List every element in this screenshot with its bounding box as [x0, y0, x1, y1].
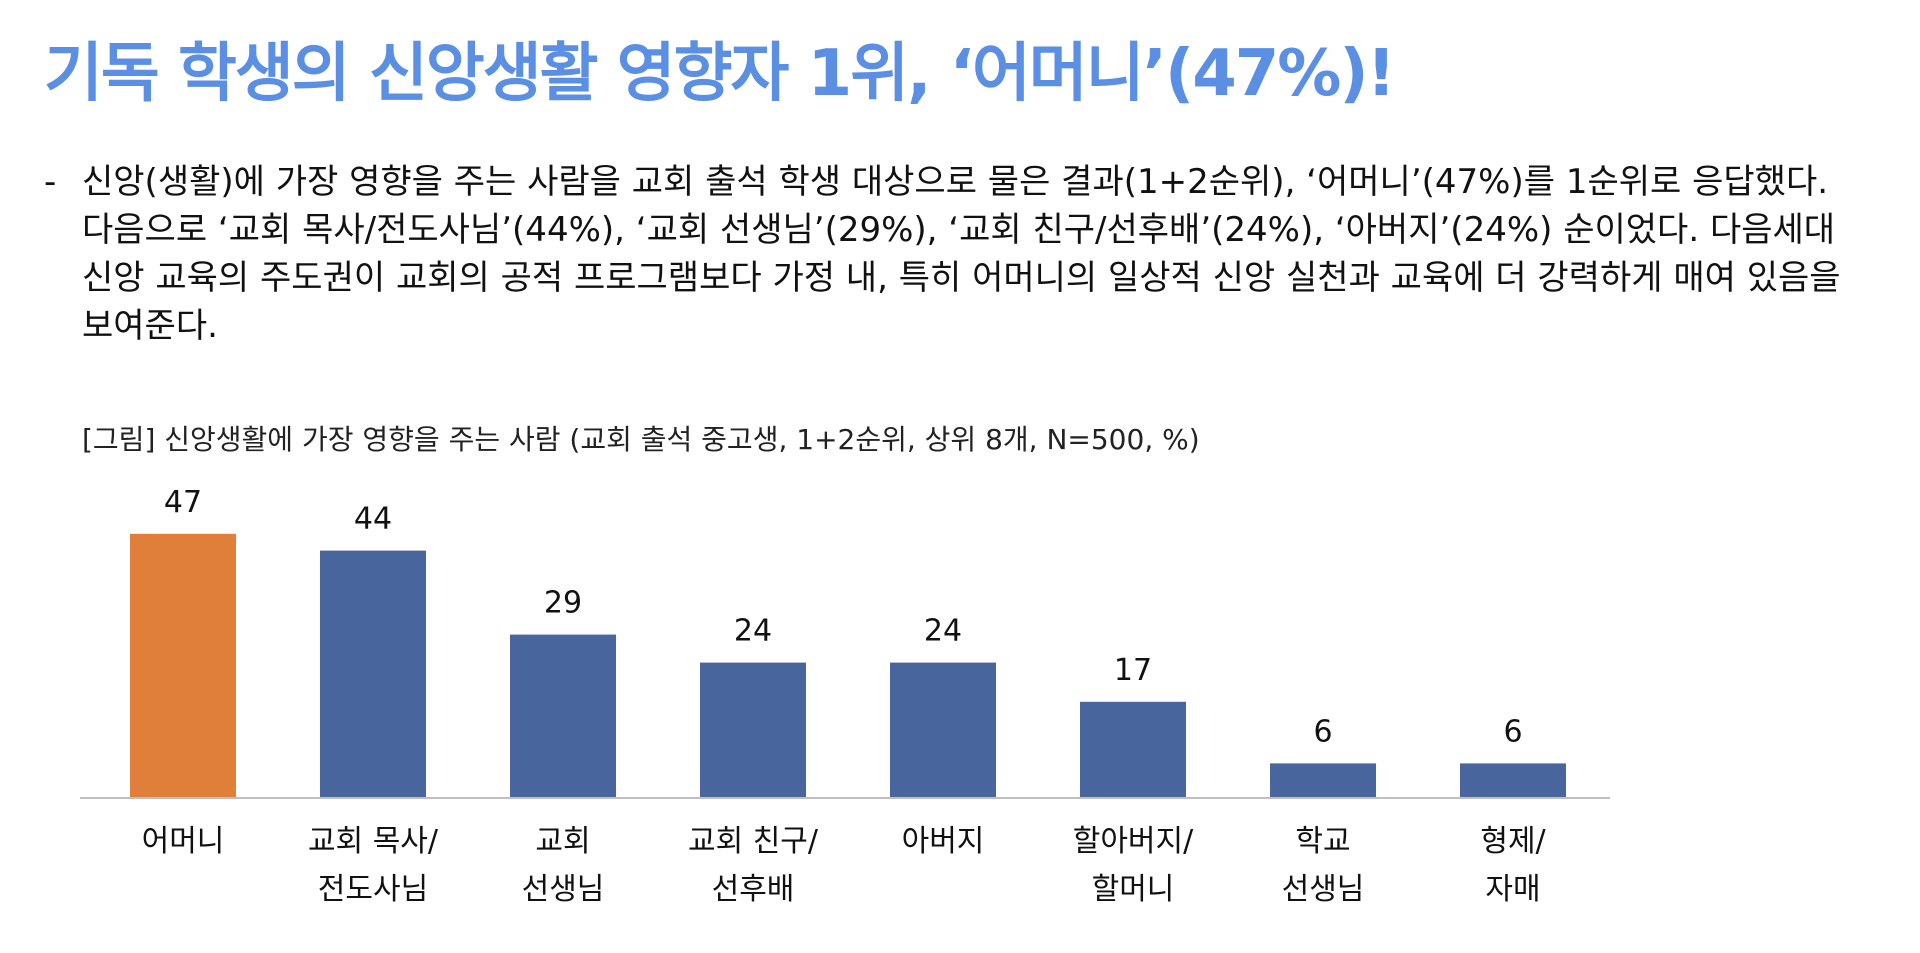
bar-4: [700, 662, 806, 797]
value-label-7: 6: [1313, 714, 1332, 749]
bar-1: [130, 533, 236, 797]
category-label-5: 아버지: [902, 824, 985, 859]
bullet-dash: -: [44, 162, 57, 202]
category-label-6-line-2: 할머니: [1092, 872, 1175, 907]
value-label-1: 47: [164, 485, 202, 520]
category-label-3-line-1: 교회: [535, 824, 590, 859]
value-label-8: 6: [1503, 714, 1522, 749]
figure-caption: [그림] 신앙생활에 가장 영향을 주는 사람 (교회 출석 중고생, 1+2순…: [82, 423, 1200, 456]
category-label-2-line-1: 교회 목사/: [308, 824, 439, 859]
category-label-3-line-2: 선생님: [522, 872, 605, 907]
value-label-5: 24: [924, 614, 962, 649]
bar-8: [1460, 763, 1566, 797]
category-label-8-line-1: 형제/: [1480, 824, 1546, 859]
category-label-6-line-1: 할아버지/: [1073, 824, 1194, 859]
bar-5: [890, 662, 996, 797]
category-label-1: 어머니: [142, 824, 225, 859]
bar-7: [1270, 763, 1376, 797]
bar-3: [510, 634, 616, 797]
category-label-4-line-2: 선후배: [712, 872, 795, 907]
category-label-7-line-2: 선생님: [1282, 872, 1365, 907]
category-label-2-line-2: 전도사님: [318, 872, 428, 907]
page-title: 기독 학생의 신앙생활 영향자 1위, ‘어머니’(47%)!: [44, 37, 1396, 111]
bar-2: [320, 550, 426, 797]
value-label-6: 17: [1114, 653, 1152, 688]
value-labels-layer: 47 44 29 24 24 17 6 6: [164, 485, 1523, 750]
bars-layer: [130, 533, 1566, 797]
category-label-7-line-1: 학교: [1295, 824, 1350, 859]
value-label-3: 29: [544, 586, 582, 621]
value-label-4: 24: [734, 614, 772, 649]
summary-paragraph: 신앙(생활)에 가장 영향을 주는 사람을 교회 출석 학생 대상으로 물은 결…: [82, 162, 1841, 346]
category-label-8-line-2: 자매: [1485, 872, 1540, 907]
summary-block: - 신앙(생활)에 가장 영향을 주는 사람을 교회 출석 학생 대상으로 물은…: [44, 158, 1880, 350]
category-label-4-line-1: 교회 친구/: [688, 824, 819, 859]
value-label-2: 44: [354, 502, 392, 537]
bar-6: [1080, 701, 1186, 797]
